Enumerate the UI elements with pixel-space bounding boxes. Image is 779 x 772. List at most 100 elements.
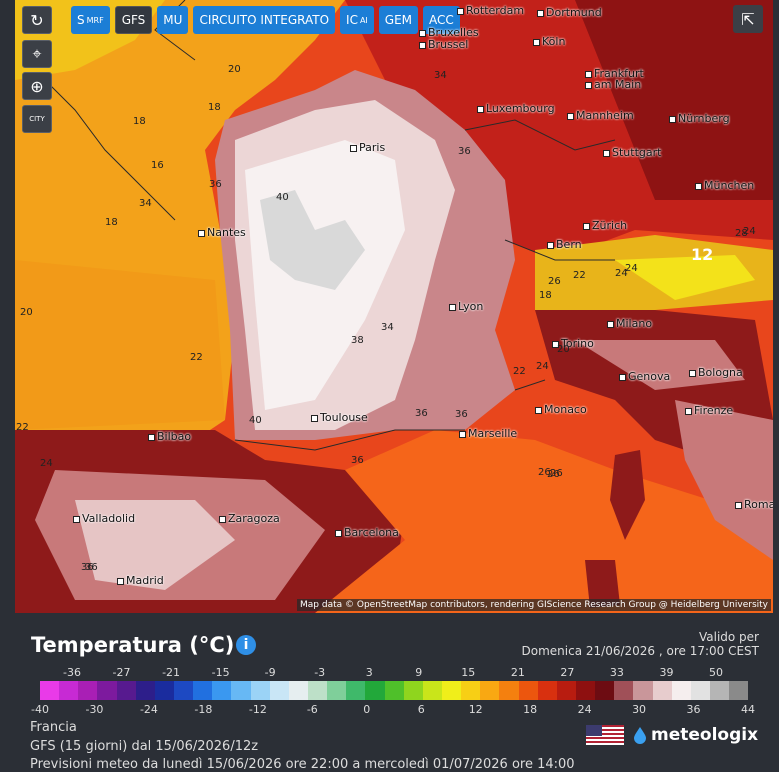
scale-swatch <box>518 681 538 700</box>
location-pin-icon: ⌖ <box>32 44 42 63</box>
isoline-label: 20 <box>228 64 241 75</box>
scale-swatch <box>595 681 615 700</box>
city-label[interactable]: Genova <box>619 370 670 383</box>
city-label[interactable]: Rotterdam <box>457 4 524 17</box>
scale-label: 9 <box>415 666 423 679</box>
isoline-label: 18 <box>133 116 146 127</box>
city-label[interactable]: am Main <box>585 78 641 91</box>
temperature-map[interactable]: ↻ ⌖ ⊕ CITY S MRF GFS MU CIRCUITO INTEGRATO IC… <box>15 0 773 613</box>
scale-label: 6 <box>417 703 425 716</box>
city-label[interactable]: Paris <box>350 141 385 154</box>
region-name: Francia <box>30 720 77 735</box>
city-label[interactable]: Nantes <box>198 226 246 239</box>
isoline-label: 24 <box>743 226 756 237</box>
isoline-label: 20 <box>557 344 570 355</box>
isoline-label: 40 <box>276 192 289 203</box>
city-label[interactable]: Monaco <box>535 403 587 416</box>
scale-swatch <box>556 681 576 700</box>
scale-swatch <box>384 681 404 700</box>
isoline-label: 36 <box>85 562 98 573</box>
isoline-label: 26 <box>550 468 563 479</box>
city-label[interactable]: Bruxelles <box>419 26 479 39</box>
city-label[interactable]: Lyon <box>449 300 483 313</box>
scale-label: -40 <box>31 703 49 716</box>
model-button[interactable]: CIRCUITO INTEGRATO <box>193 6 336 34</box>
city-label[interactable]: Bologna <box>689 366 743 379</box>
city-label[interactable]: Barcelona <box>335 526 399 539</box>
city-label[interactable]: Frankfurt <box>585 67 644 80</box>
scale-swatch <box>212 681 232 700</box>
city-label[interactable]: Nürnberg <box>669 112 730 125</box>
scale-swatch <box>173 681 194 700</box>
scale-swatch <box>575 681 596 700</box>
isoline-label: 36 <box>415 408 428 419</box>
scale-label: -3 <box>314 666 326 679</box>
location-button[interactable]: ⌖ <box>22 40 52 68</box>
panel-title: Temperatura (°C) <box>31 633 235 657</box>
city-label[interactable]: Brussel <box>419 38 468 51</box>
zoom-button[interactable]: ⊕ <box>22 72 52 100</box>
city-toggle-button[interactable]: CITY <box>22 105 52 133</box>
model-button-label: ACC <box>429 13 454 27</box>
city-label[interactable]: Torino <box>552 337 594 350</box>
city-label[interactable]: Zaragoza <box>219 512 280 525</box>
map-attribution: Map data © OpenStreetMap contributors, r… <box>297 599 771 611</box>
model-button-label: CIRCUITO INTEGRATO <box>199 13 330 27</box>
city-label[interactable]: Bern <box>547 238 582 251</box>
isoline-label: 36 <box>458 146 471 157</box>
scale-label: -30 <box>85 703 104 716</box>
droplet-icon <box>634 727 646 744</box>
scale-swatch <box>709 681 730 700</box>
scale-labels-top: -36 -27 -21 -15 -9 -3 3 9 15 21 27 33 39 50 <box>15 666 773 680</box>
city-label[interactable]: Firenze <box>685 404 733 417</box>
scale-label: 3 <box>365 666 373 679</box>
scale-swatch <box>307 681 328 700</box>
isoline-label: 28 <box>735 228 748 239</box>
scale-swatch <box>365 681 385 700</box>
scale-swatch <box>269 681 289 700</box>
city-label[interactable]: Mannheim <box>567 109 634 122</box>
city-label[interactable]: Bilbao <box>148 430 191 443</box>
scale-swatch <box>403 681 423 700</box>
valid-time: Domenica 21/06/2026 , ore 17:00 CEST <box>521 644 759 658</box>
scale-swatch <box>250 681 270 700</box>
model-button[interactable]: GEM <box>378 6 419 34</box>
refresh-button[interactable]: ↻ <box>22 6 52 34</box>
scale-swatch <box>614 681 634 700</box>
scale-swatch <box>729 681 749 700</box>
scale-swatch <box>116 681 136 700</box>
isoline-label: 34 <box>139 198 152 209</box>
info-icon[interactable]: i <box>236 635 256 655</box>
city-label[interactable]: Luxembourg <box>477 102 555 115</box>
share-button[interactable]: ⇱ <box>733 5 763 33</box>
model-button[interactable]: IC AI <box>340 6 374 34</box>
model-button[interactable]: S MRF <box>71 6 110 34</box>
city-label[interactable]: Stuttgart <box>603 146 661 159</box>
isoline-label: 38 <box>351 335 364 346</box>
model-button[interactable]: GFS <box>114 6 153 34</box>
city-label[interactable]: Dortmund <box>537 6 602 19</box>
scale-swatch <box>59 681 79 700</box>
city-label[interactable]: Milano <box>607 317 652 330</box>
city-label[interactable]: Roma <box>735 498 773 511</box>
city-label[interactable]: Zürich <box>583 219 627 232</box>
isoline-label: 34 <box>381 322 394 333</box>
scale-label: 44 <box>741 703 755 716</box>
city-label[interactable]: Köln <box>533 35 565 48</box>
scale-label: -9 <box>264 666 276 679</box>
city-label[interactable]: Madrid <box>117 574 164 587</box>
city-label[interactable]: Marseille <box>459 427 517 440</box>
us-flag-icon[interactable] <box>586 725 624 745</box>
brand-logo[interactable]: meteologix <box>632 725 758 745</box>
isoline-label: 22 <box>16 422 29 433</box>
scale-swatch <box>78 681 98 700</box>
isoline-label: 24 <box>40 458 53 469</box>
isoline-label: 24 <box>625 263 638 274</box>
valid-label: Valido per <box>698 630 759 644</box>
model-button[interactable]: MU <box>157 6 189 34</box>
city-label[interactable]: Toulouse <box>311 411 368 424</box>
city-label[interactable]: Valladolid <box>73 512 135 525</box>
model-button-label: GFS <box>121 13 146 27</box>
isoline-label: 22 <box>513 366 526 377</box>
city-label[interactable]: München <box>695 179 754 192</box>
